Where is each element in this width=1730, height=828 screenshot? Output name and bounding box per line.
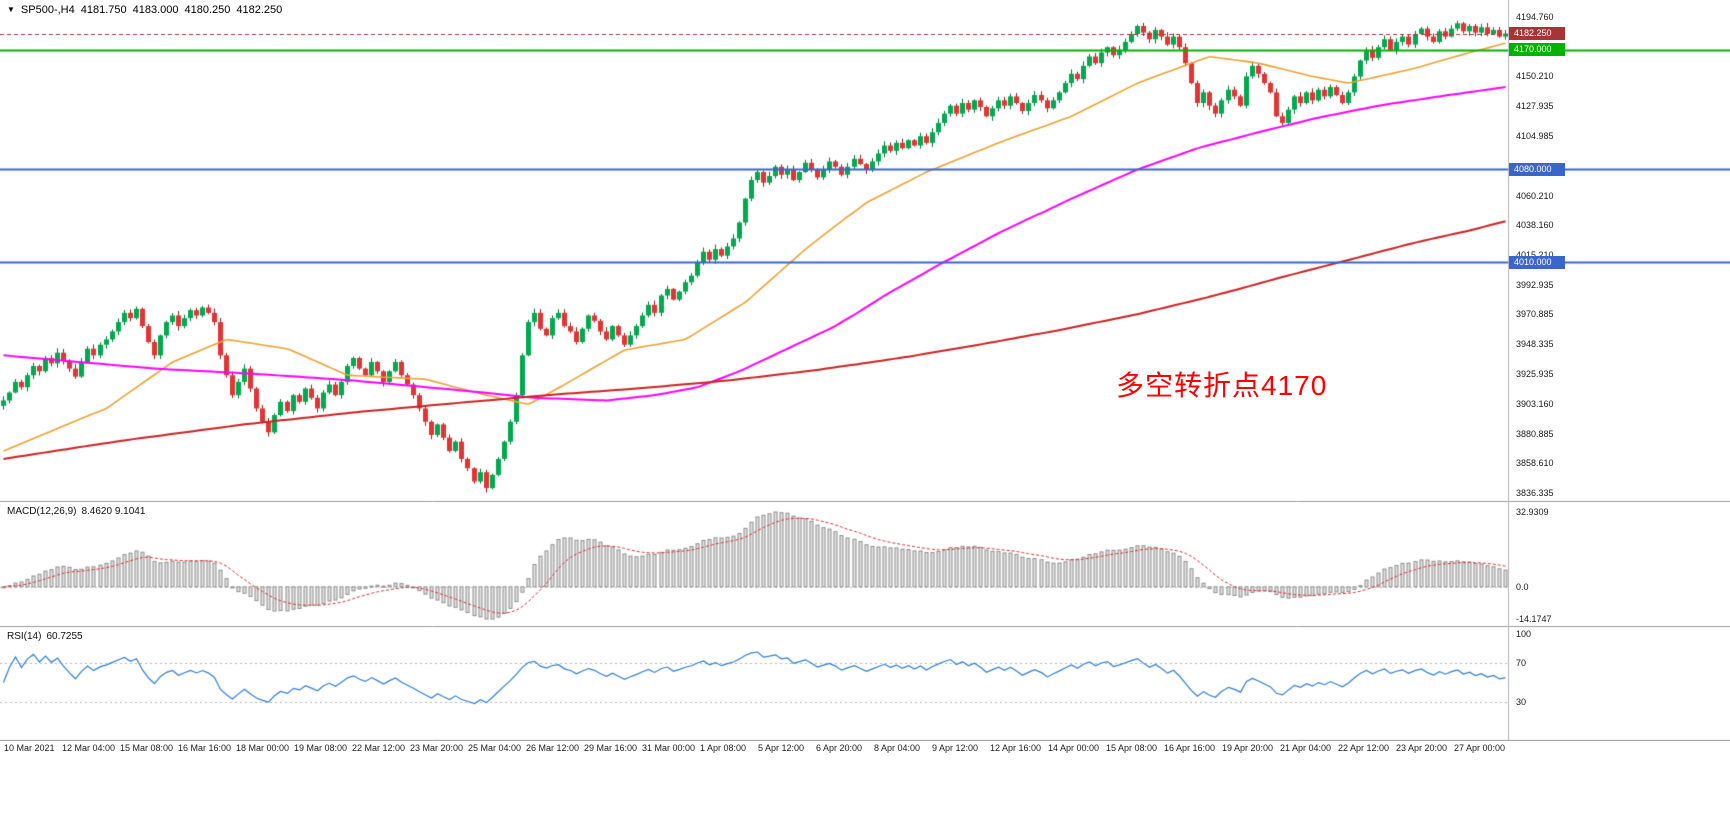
macd-tick-label: 32.9309	[1516, 507, 1549, 517]
chart-annotation: 多空转折点4170	[1116, 370, 1328, 401]
macd-tick-label: -14.1747	[1516, 614, 1552, 624]
time-tick-label: 15 Apr 08:00	[1106, 743, 1158, 753]
price-tick-label: 4104.985	[1516, 131, 1554, 141]
time-tick-label: 1 Apr 08:00	[700, 743, 747, 753]
ohlc-low: 4180.250	[184, 4, 231, 16]
macd-indicator-label: MACD(12,26,9) 8.4620 9.1041	[7, 506, 145, 517]
price-tick-label: 3880.885	[1516, 429, 1554, 439]
price-tick-label: 4127.935	[1516, 101, 1554, 111]
rsi-tick-label: 70	[1516, 658, 1527, 668]
time-tick-label: 22 Mar 12:00	[352, 743, 406, 753]
last-price-badge: 4182.250	[1509, 27, 1565, 40]
ohlc-high: 4183.000	[132, 4, 179, 16]
time-tick-label: 6 Apr 20:00	[816, 743, 863, 753]
rsi-tick-label: 100	[1516, 629, 1532, 639]
time-tick-label: 27 Apr 00:00	[1454, 743, 1506, 753]
time-tick-label: 19 Apr 20:00	[1222, 743, 1274, 753]
time-tick-label: 22 Apr 12:00	[1338, 743, 1390, 753]
price-tick-label: 4015.210	[1516, 250, 1554, 260]
time-tick-label: 12 Apr 16:00	[990, 743, 1042, 753]
symbol-marker-icon: ▼	[7, 4, 15, 14]
price-tick-label: 3858.610	[1516, 458, 1554, 468]
ohlc-close: 4182.250	[236, 4, 283, 16]
chart-header: ▼ SP500-,H4 4181.750 4183.000 4180.250 4…	[7, 4, 282, 16]
rsi-value: 60.7255	[46, 631, 83, 642]
macd-name: MACD(12,26,9)	[7, 506, 77, 517]
price-tick-label: 4150.210	[1516, 71, 1554, 81]
time-tick-label: 18 Mar 00:00	[236, 743, 290, 753]
time-tick-label: 9 Apr 12:00	[932, 743, 979, 753]
hline-price-badge: 4010.000	[1509, 256, 1565, 269]
rsi-indicator-label: RSI(14) 60.7255	[7, 631, 83, 642]
price-tick-label: 3970.885	[1516, 309, 1554, 319]
price-tick-label: 3992.935	[1516, 280, 1554, 290]
hline-price-badge: 4080.000	[1509, 163, 1565, 176]
time-tick-label: 14 Apr 00:00	[1048, 743, 1100, 753]
ohlc-open: 4181.750	[80, 4, 127, 16]
price-tick-label: 3948.335	[1516, 339, 1554, 349]
time-tick-label: 31 Mar 00:00	[642, 743, 696, 753]
price-tick-label: 3903.160	[1516, 399, 1554, 409]
time-tick-label: 16 Mar 16:00	[178, 743, 232, 753]
price-axis[interactable]: 4194.760 4150.210 4127.935 4104.985 4060.210…	[1508, 0, 1730, 741]
time-axis[interactable]: 10 Mar 2021 12 Mar 04:00 15 Mar 08:00 16 Ma…	[0, 741, 1730, 761]
time-tick-label: 29 Mar 16:00	[584, 743, 638, 753]
symbol-label: SP500-,H4	[20, 4, 75, 16]
time-tick-label: 19 Mar 08:00	[294, 743, 348, 753]
macd-values: 8.4620 9.1041	[81, 506, 146, 517]
time-tick-label: 23 Mar 20:00	[410, 743, 464, 753]
time-tick-label: 16 Apr 16:00	[1164, 743, 1216, 753]
time-tick-label: 21 Apr 04:00	[1280, 743, 1332, 753]
price-tick-label: 4060.210	[1516, 191, 1554, 201]
hline-price-badge: 4170.000	[1509, 43, 1565, 56]
price-tick-label: 4038.160	[1516, 220, 1554, 230]
time-tick-label: 5 Apr 12:00	[758, 743, 805, 753]
time-tick-label: 25 Mar 04:00	[468, 743, 522, 753]
rsi-tick-label: 30	[1516, 697, 1527, 707]
price-tick-label: 3836.335	[1516, 488, 1554, 498]
macd-tick-label: 0.0	[1516, 582, 1529, 592]
time-tick-label: 15 Mar 08:00	[120, 743, 174, 753]
rsi-name: RSI(14)	[7, 631, 42, 642]
price-tick-label: 3925.935	[1516, 369, 1554, 379]
time-tick-label: 23 Apr 20:00	[1396, 743, 1448, 753]
time-tick-label: 12 Mar 04:00	[62, 743, 116, 753]
time-tick-label: 8 Apr 04:00	[874, 743, 921, 753]
time-tick-label: 10 Mar 2021	[4, 743, 55, 753]
price-tick-label: 4194.760	[1516, 12, 1554, 22]
time-tick-label: 26 Mar 12:00	[526, 743, 580, 753]
